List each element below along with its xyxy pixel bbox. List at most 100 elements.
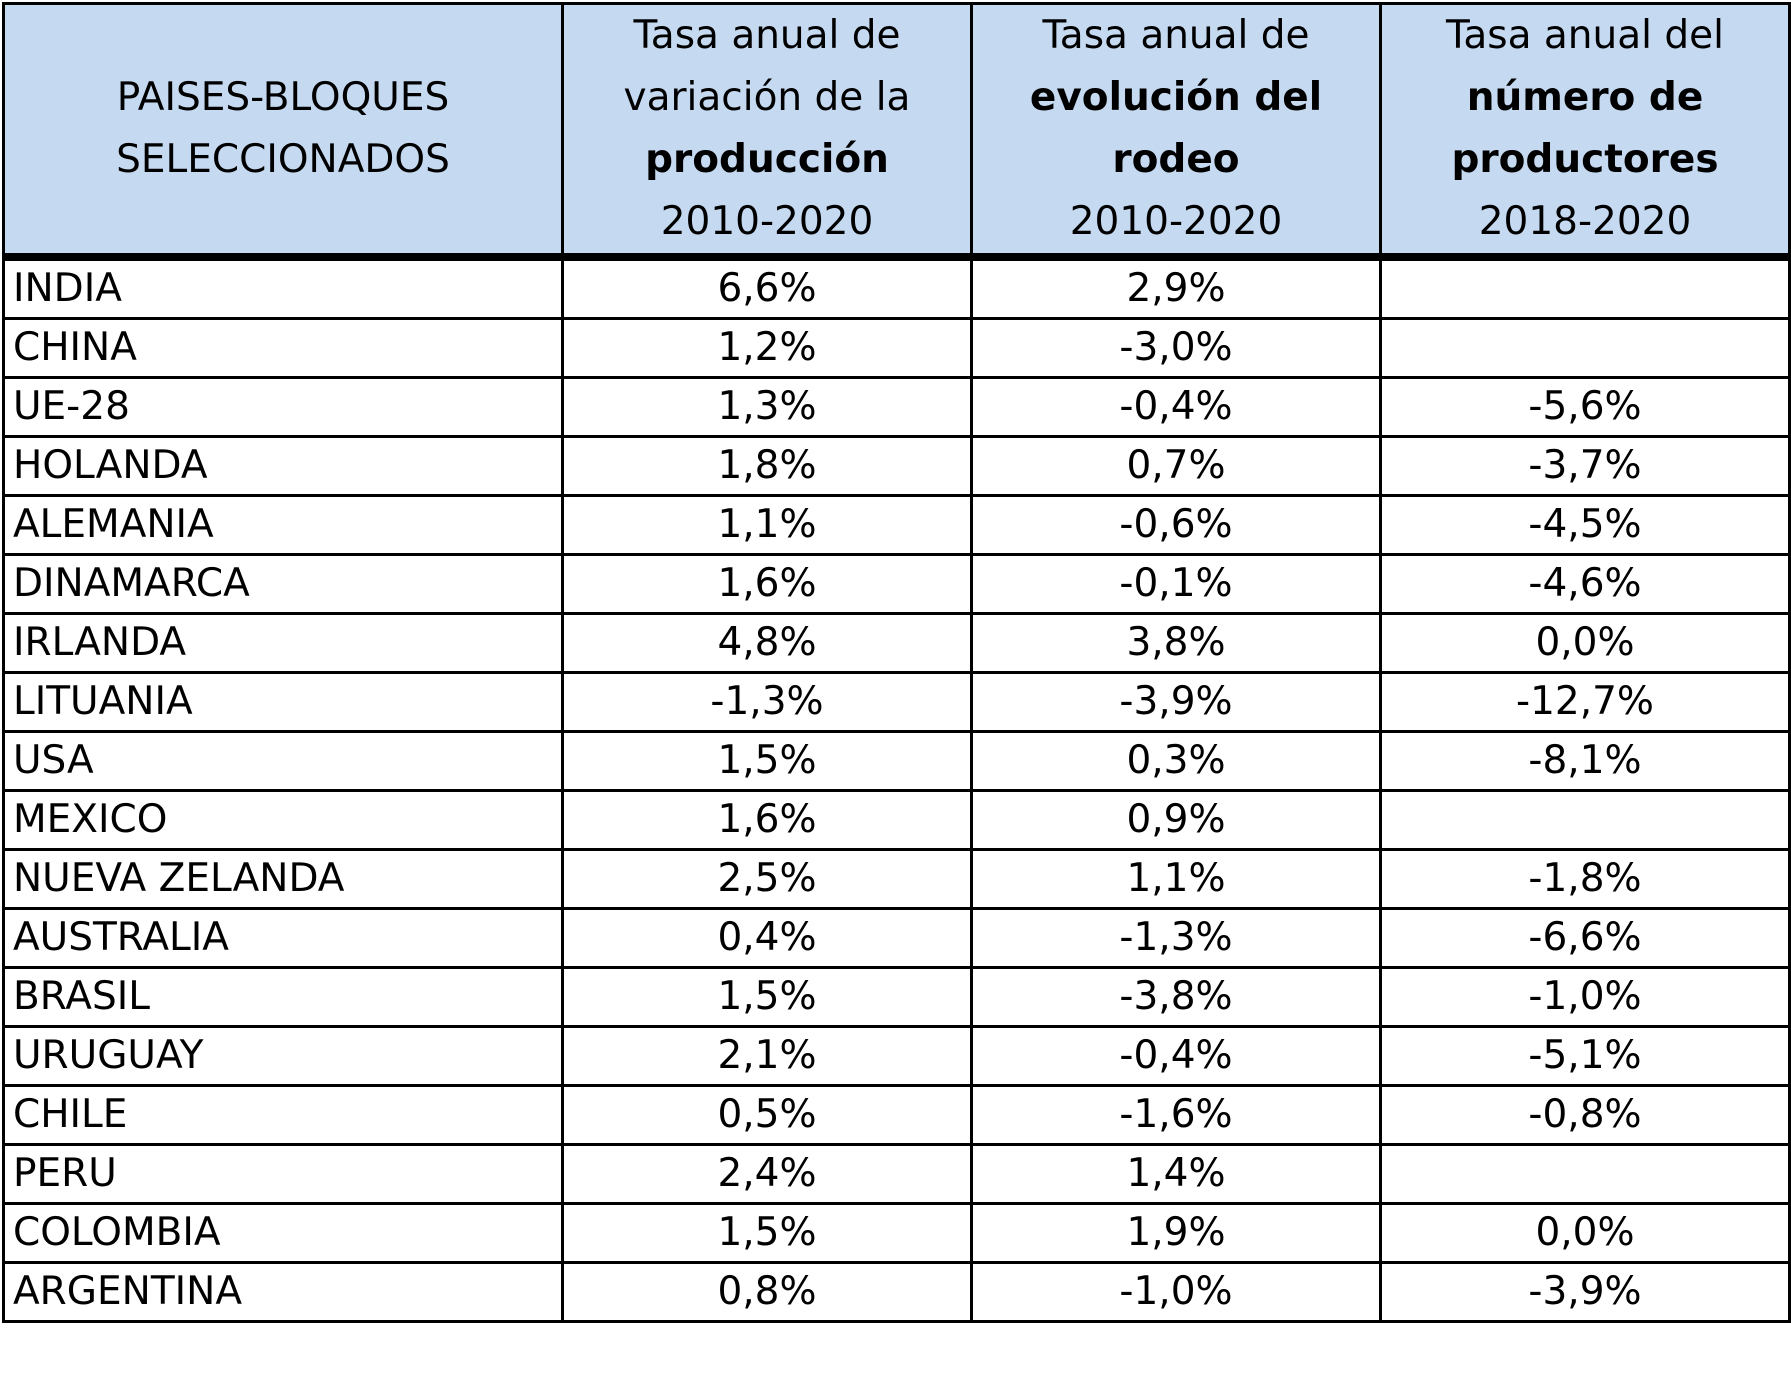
cell-produccion[interactable]: 1,6% xyxy=(561,553,973,615)
cell-pais[interactable]: ALEMANIA xyxy=(2,494,564,556)
cell-rodeo[interactable]: -0,1% xyxy=(970,553,1382,615)
cell-pais[interactable]: USA xyxy=(2,730,564,792)
table-row: ARGENTINA 0,8% -1,0% -3,9% xyxy=(2,1261,1791,1323)
cell-produccion[interactable]: 0,5% xyxy=(561,1084,973,1146)
cell-rodeo[interactable]: -0,4% xyxy=(970,1025,1382,1087)
header-produccion-line2: variación de la xyxy=(623,75,911,120)
cell-produccion[interactable]: 2,5% xyxy=(561,848,973,910)
table-row: NUEVA ZELANDA 2,5% 1,1% -1,8% xyxy=(2,848,1791,910)
cell-rodeo[interactable]: 3,8% xyxy=(970,612,1382,674)
cell-pais[interactable]: LITUANIA xyxy=(2,671,564,733)
cell-productores[interactable]: -3,9% xyxy=(1379,1261,1791,1323)
header-productores-line1: Tasa anual del xyxy=(1446,13,1724,58)
header-row: PAISES-BLOQUES SELECCIONADOS Tasa anual … xyxy=(2,2,1791,261)
table-row: AUSTRALIA 0,4% -1,3% -6,6% xyxy=(2,907,1791,969)
cell-produccion[interactable]: 4,8% xyxy=(561,612,973,674)
table-row: BRASIL 1,5% -3,8% -1,0% xyxy=(2,966,1791,1028)
header-rodeo-line1: Tasa anual de xyxy=(1042,13,1310,58)
table-row: COLOMBIA 1,5% 1,9% 0,0% xyxy=(2,1202,1791,1264)
cell-rodeo[interactable]: -0,4% xyxy=(970,376,1382,438)
cell-produccion[interactable]: 1,5% xyxy=(561,730,973,792)
cell-pais[interactable]: MEXICO xyxy=(2,789,564,851)
cell-productores[interactable]: -1,0% xyxy=(1379,966,1791,1028)
table-row: INDIA 6,6% 2,9% xyxy=(2,255,1791,320)
cell-produccion[interactable]: 1,5% xyxy=(561,966,973,1028)
cell-rodeo[interactable]: -1,3% xyxy=(970,907,1382,969)
cell-pais[interactable]: CHILE xyxy=(2,1084,564,1146)
table-row: LITUANIA -1,3% -3,9% -12,7% xyxy=(2,671,1791,733)
table-body: INDIA 6,6% 2,9% CHINA 1,2% -3,0% UE-28 1,3% -0,4… xyxy=(2,255,1791,1323)
data-table: PAISES-BLOQUES SELECCIONADOS Tasa anual … xyxy=(2,2,1791,1323)
cell-pais[interactable]: NUEVA ZELANDA xyxy=(2,848,564,910)
cell-rodeo[interactable]: -0,6% xyxy=(970,494,1382,556)
cell-productores[interactable]: -0,8% xyxy=(1379,1084,1791,1146)
cell-pais[interactable]: UE-28 xyxy=(2,376,564,438)
cell-productores[interactable] xyxy=(1379,789,1791,851)
header-paises-line1: PAISES-BLOQUES xyxy=(116,75,450,120)
cell-rodeo[interactable]: 1,9% xyxy=(970,1202,1382,1264)
cell-productores[interactable]: -4,6% xyxy=(1379,553,1791,615)
cell-productores[interactable] xyxy=(1379,317,1791,379)
cell-pais[interactable]: ARGENTINA xyxy=(2,1261,564,1323)
cell-rodeo[interactable]: 0,3% xyxy=(970,730,1382,792)
cell-produccion[interactable]: 1,2% xyxy=(561,317,973,379)
cell-rodeo[interactable]: -1,6% xyxy=(970,1084,1382,1146)
cell-produccion[interactable]: 0,4% xyxy=(561,907,973,969)
cell-rodeo[interactable]: -1,0% xyxy=(970,1261,1382,1323)
cell-produccion[interactable]: 0,8% xyxy=(561,1261,973,1323)
cell-rodeo[interactable]: -3,8% xyxy=(970,966,1382,1028)
cell-rodeo[interactable]: 1,4% xyxy=(970,1143,1382,1205)
cell-pais[interactable]: BRASIL xyxy=(2,966,564,1028)
cell-productores[interactable]: -1,8% xyxy=(1379,848,1791,910)
cell-productores[interactable]: -8,1% xyxy=(1379,730,1791,792)
cell-pais[interactable]: URUGUAY xyxy=(2,1025,564,1087)
table-row: HOLANDA 1,8% 0,7% -3,7% xyxy=(2,435,1791,497)
header-productores-bold2: productores xyxy=(1451,137,1719,182)
cell-rodeo[interactable]: -3,0% xyxy=(970,317,1382,379)
cell-produccion[interactable]: 6,6% xyxy=(561,255,973,320)
table-row: URUGUAY 2,1% -0,4% -5,1% xyxy=(2,1025,1791,1087)
cell-pais[interactable]: PERU xyxy=(2,1143,564,1205)
table-row: CHINA 1,2% -3,0% xyxy=(2,317,1791,379)
table-row: ALEMANIA 1,1% -0,6% -4,5% xyxy=(2,494,1791,556)
cell-productores[interactable]: 0,0% xyxy=(1379,1202,1791,1264)
cell-productores[interactable]: -5,6% xyxy=(1379,376,1791,438)
cell-produccion[interactable]: 1,6% xyxy=(561,789,973,851)
cell-rodeo[interactable]: 0,7% xyxy=(970,435,1382,497)
cell-pais[interactable]: CHINA xyxy=(2,317,564,379)
cell-productores[interactable]: -12,7% xyxy=(1379,671,1791,733)
cell-produccion[interactable]: 2,4% xyxy=(561,1143,973,1205)
cell-produccion[interactable]: 2,1% xyxy=(561,1025,973,1087)
cell-productores[interactable]: -4,5% xyxy=(1379,494,1791,556)
cell-rodeo[interactable]: -3,9% xyxy=(970,671,1382,733)
header-rodeo: Tasa anual de evolución del rodeo 2010-2… xyxy=(970,2,1382,261)
header-rodeo-bold: evolución del rodeo xyxy=(1029,75,1323,182)
cell-productores[interactable]: -5,1% xyxy=(1379,1025,1791,1087)
header-produccion-line1: Tasa anual de xyxy=(633,13,901,58)
table-row: CHILE 0,5% -1,6% -0,8% xyxy=(2,1084,1791,1146)
cell-pais[interactable]: HOLANDA xyxy=(2,435,564,497)
cell-pais[interactable]: IRLANDA xyxy=(2,612,564,674)
cell-rodeo[interactable]: 1,1% xyxy=(970,848,1382,910)
cell-productores[interactable]: -6,6% xyxy=(1379,907,1791,969)
header-productores-bold1: número de xyxy=(1466,75,1704,120)
cell-productores[interactable]: -3,7% xyxy=(1379,435,1791,497)
table-row: IRLANDA 4,8% 3,8% 0,0% xyxy=(2,612,1791,674)
cell-productores[interactable] xyxy=(1379,1143,1791,1205)
cell-productores[interactable] xyxy=(1379,255,1791,320)
cell-rodeo[interactable]: 0,9% xyxy=(970,789,1382,851)
cell-pais[interactable]: DINAMARCA xyxy=(2,553,564,615)
cell-produccion[interactable]: 1,8% xyxy=(561,435,973,497)
cell-produccion[interactable]: 1,5% xyxy=(561,1202,973,1264)
cell-produccion[interactable]: 1,3% xyxy=(561,376,973,438)
header-produccion-period: 2010-2020 xyxy=(660,199,874,244)
cell-pais[interactable]: COLOMBIA xyxy=(2,1202,564,1264)
cell-productores[interactable]: 0,0% xyxy=(1379,612,1791,674)
cell-pais[interactable]: INDIA xyxy=(2,255,564,320)
cell-produccion[interactable]: -1,3% xyxy=(561,671,973,733)
cell-pais[interactable]: AUSTRALIA xyxy=(2,907,564,969)
table-row: PERU 2,4% 1,4% xyxy=(2,1143,1791,1205)
cell-produccion[interactable]: 1,1% xyxy=(561,494,973,556)
cell-rodeo[interactable]: 2,9% xyxy=(970,255,1382,320)
